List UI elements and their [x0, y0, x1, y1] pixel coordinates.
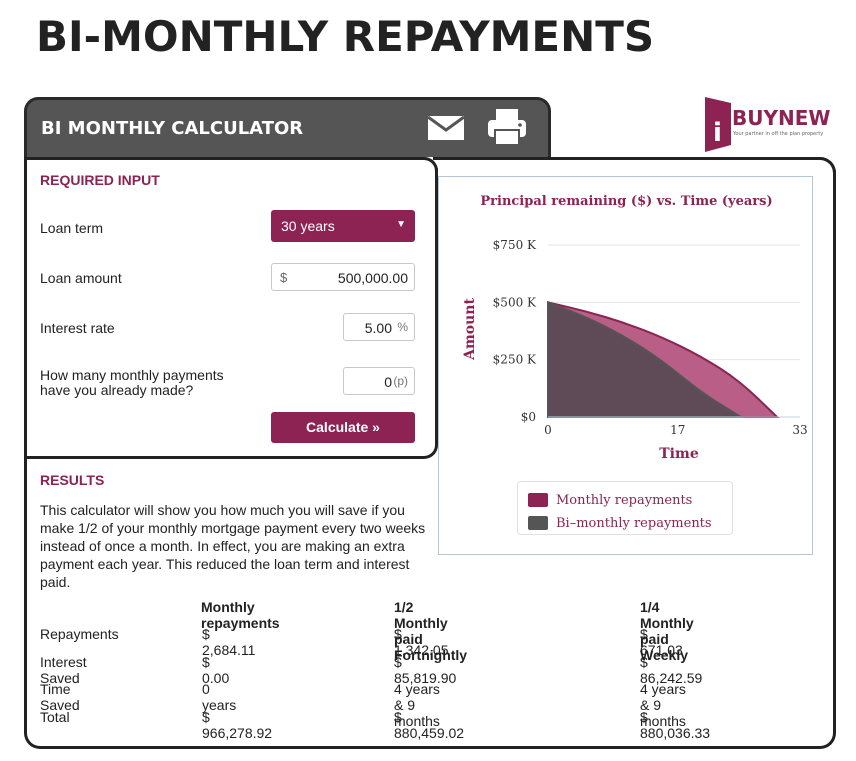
series-area-bimonthly — [547, 300, 745, 418]
row-label: Total — [40, 709, 70, 725]
page-title: BI-MONTHLY REPAYMENTS — [36, 12, 655, 61]
payments-made-label-line1: How many monthly payments — [40, 367, 224, 383]
calculator-title: BI MONTHLY CALCULATOR — [41, 118, 304, 139]
loan-term-value: 30 years — [281, 218, 335, 234]
table-cell: $ 880,459.02 — [394, 709, 465, 741]
loan-amount-label: Loan amount — [40, 270, 122, 286]
row-label: Interest Saved — [40, 654, 87, 686]
chart-plot: $0 $250 K $500 K $750 K 0 17 33 Time Amount — [462, 238, 808, 462]
caret-down-icon: ▼ — [396, 219, 406, 230]
legend-item-bimonthly[interactable]: Bi–monthly repayments — [528, 514, 712, 532]
table-cell: 4 years & 9 months — [640, 681, 686, 729]
payments-suffix: (p) — [393, 374, 408, 388]
interest-rate-label: Interest rate — [40, 320, 115, 336]
payments-made-input[interactable]: 0 (p) — [343, 367, 415, 395]
table-cell: $ 1,342.05 — [394, 626, 449, 658]
loan-amount-value: 500,000.00 — [337, 270, 408, 286]
legend-swatch — [528, 493, 548, 507]
table-cell: $ 85,819.90 — [394, 654, 457, 686]
loan-term-label: Loan term — [40, 220, 104, 236]
input-panel — [24, 157, 438, 459]
chart-title: Principal remaining ($) vs. Time (years) — [480, 194, 773, 209]
table-cell: $ 2,684.11 — [202, 626, 256, 658]
x-tick-label: 17 — [670, 423, 685, 437]
column-header: 1/4 Monthly paid Weekly — [640, 599, 694, 663]
calculator-header: BI MONTHLY CALCULATOR — [24, 97, 551, 157]
y-tick-label: $750 K — [493, 238, 537, 252]
y-tick-label: $500 K — [493, 295, 537, 309]
envelope-icon[interactable] — [427, 114, 465, 142]
table-cell: $ 86,242.59 — [640, 654, 703, 686]
table-cell: 0 years — [202, 681, 237, 713]
percent-suffix: % — [397, 320, 408, 334]
frame-border-top — [433, 157, 836, 177]
column-header: Monthly repayments — [201, 599, 280, 631]
printer-icon[interactable] — [487, 108, 527, 146]
table-cell: $ 880,036.33 — [640, 709, 711, 741]
column-header: 1/2 Monthly paid Fortnightly — [394, 599, 468, 663]
results-heading: RESULTS — [40, 472, 105, 488]
x-axis-label: Time — [659, 446, 699, 462]
x-tick-label: 0 — [544, 423, 552, 437]
chart-legend: Monthly repayments Bi–monthly repayments — [517, 481, 733, 535]
row-label: Repayments — [40, 626, 119, 642]
interest-rate-value: 5.00 — [364, 320, 392, 336]
loan-amount-input[interactable]: $ 500,000.00 — [271, 263, 415, 291]
principal-chart: Principal remaining ($) vs. Time (years)… — [438, 176, 813, 555]
calculate-button[interactable]: Calculate » — [271, 412, 415, 443]
y-axis-label: Amount — [462, 298, 478, 361]
row-label: Time Saved — [40, 681, 80, 713]
required-input-heading: REQUIRED INPUT — [40, 172, 160, 188]
legend-label: Bi–monthly repayments — [556, 515, 712, 531]
results-description: This calculator will show you how much y… — [40, 502, 426, 590]
y-tick-label: $0 — [521, 410, 536, 424]
legend-swatch — [528, 516, 548, 530]
logo-tagline: Your partner in off the plan property — [732, 131, 823, 137]
x-tick-label: 33 — [792, 423, 807, 437]
table-cell: $ 0.00 — [202, 654, 230, 686]
logo-main: BUYNEW — [732, 106, 830, 130]
table-cell: $ 671.03 — [640, 626, 683, 658]
table-cell: 4 years & 9 months — [394, 681, 440, 729]
legend-item-monthly[interactable]: Monthly repayments — [528, 491, 692, 509]
payments-made-label: How many monthly payments have you alrea… — [40, 368, 224, 398]
legend-label: Monthly repayments — [556, 492, 693, 508]
dollar-prefix: $ — [280, 270, 288, 285]
ibuynew-logo: i BUYNEW Your partner in off the plan pr… — [705, 97, 830, 152]
table-cell: $ 966,278.92 — [202, 709, 273, 741]
logo-prefix: i — [713, 118, 722, 148]
payments-made-label-line2: have you already made? — [40, 382, 194, 398]
payments-made-value: 0 — [384, 374, 392, 390]
loan-term-select[interactable]: 30 years ▼ — [271, 210, 415, 242]
y-tick-label: $250 K — [493, 353, 537, 367]
input-panel-border — [24, 157, 438, 171]
interest-rate-input[interactable]: 5.00 % — [343, 313, 415, 341]
